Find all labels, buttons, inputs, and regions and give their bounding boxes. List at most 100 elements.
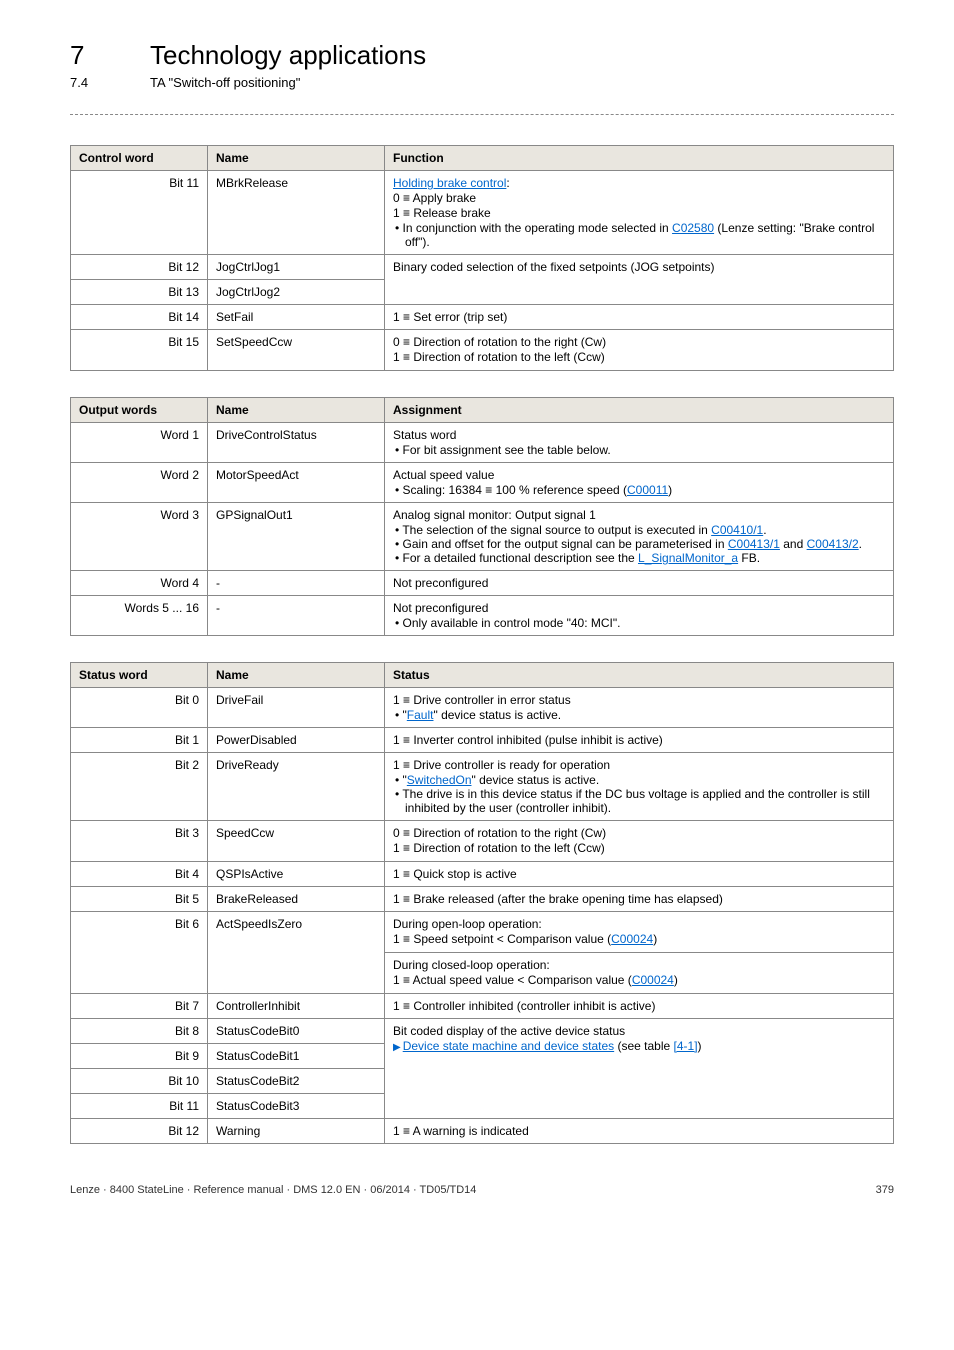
- status-word-table: Status word Name Status Bit 0 DriveFail …: [70, 662, 894, 1144]
- page-number: 379: [876, 1184, 894, 1196]
- c00024-link[interactable]: C00024: [632, 973, 674, 987]
- cell-name: ActSpeedIsZero: [208, 912, 385, 953]
- cell-id: Bit 2: [71, 753, 208, 821]
- page-root: 7 Technology applications 7.4 TA "Switch…: [0, 0, 954, 1226]
- cell-id: Bit 10: [71, 1069, 208, 1094]
- switchedon-link[interactable]: SwitchedOn: [407, 773, 472, 787]
- section-title: Technology applications: [150, 40, 426, 71]
- cell-function: Binary coded selection of the fixed setp…: [385, 255, 894, 305]
- cell-name: Warning: [208, 1119, 385, 1144]
- text: Actual speed value: [393, 468, 885, 482]
- cell-id: Bit 0: [71, 688, 208, 728]
- table-row: Bit 1 PowerDisabled 1 ≡ Inverter control…: [71, 728, 894, 753]
- text: FB.: [738, 551, 760, 565]
- col-header: Status: [385, 663, 894, 688]
- signalmonitor-link[interactable]: L_SignalMonitor_a: [638, 551, 738, 565]
- cell-name: StatusCodeBit0: [208, 1019, 385, 1044]
- text: .: [763, 523, 766, 537]
- table-header-row: Status word Name Status: [71, 663, 894, 688]
- cell-status: 1 ≡ Drive controller in error status • "…: [385, 688, 894, 728]
- cell-id: Bit 12: [71, 255, 208, 280]
- cell-name: DriveControlStatus: [208, 423, 385, 463]
- text: • The selection of the signal source to …: [395, 523, 711, 537]
- output-words-table: Output words Name Assignment Word 1 Driv…: [70, 397, 894, 636]
- cell-name: -: [208, 571, 385, 596]
- cell-name: StatusCodeBit2: [208, 1069, 385, 1094]
- c00413-1-link[interactable]: C00413/1: [728, 537, 780, 551]
- holding-brake-link[interactable]: Holding brake control: [393, 176, 506, 190]
- c00413-2-link[interactable]: C00413/2: [807, 537, 859, 551]
- cell-assignment: Not preconfigured: [385, 571, 894, 596]
- cell-name: SpeedCcw: [208, 821, 385, 862]
- cell-name: MBrkRelease: [208, 171, 385, 255]
- text: ): [698, 1039, 702, 1053]
- cell-status: 1 ≡ Inverter control inhibited (pulse in…: [385, 728, 894, 753]
- text: 1 ≡ Release brake: [393, 206, 885, 220]
- cell-status: 1 ≡ Brake released (after the brake open…: [385, 887, 894, 912]
- subsection-header: 7.4 TA "Switch-off positioning": [70, 75, 894, 90]
- text: • ": [395, 773, 407, 787]
- table-row: Bit 5 BrakeReleased 1 ≡ Brake released (…: [71, 887, 894, 912]
- bullet: • In conjunction with the operating mode…: [393, 221, 885, 249]
- c02580-link[interactable]: C02580: [672, 221, 714, 235]
- table-row: Bit 8 StatusCodeBit0 Bit coded display o…: [71, 1019, 894, 1044]
- section-header: 7 Technology applications: [70, 40, 894, 71]
- text: 0 ≡ Apply brake: [393, 191, 885, 205]
- c00024-link[interactable]: C00024: [611, 932, 653, 946]
- cell-assignment: Actual speed value • Scaling: 16384 ≡ 10…: [385, 463, 894, 503]
- text: 1 ≡ Speed setpoint < Comparison value (C…: [393, 932, 885, 946]
- cell-id: Word 1: [71, 423, 208, 463]
- cell-name: StatusCodeBit1: [208, 1044, 385, 1069]
- bullet: • Gain and offset for the output signal …: [393, 537, 885, 551]
- cell-id: Bit 15: [71, 330, 208, 371]
- c00011-link[interactable]: C00011: [627, 483, 668, 497]
- device-state-link[interactable]: Device state machine and device states: [403, 1039, 614, 1053]
- col-header: Name: [208, 663, 385, 688]
- cell-function: 0 ≡ Direction of rotation to the right (…: [385, 330, 894, 371]
- text: and: [780, 537, 807, 551]
- text: .: [859, 537, 862, 551]
- table-row: Bit 7 ControllerInhibit 1 ≡ Controller i…: [71, 994, 894, 1019]
- text: " device status is active.: [433, 708, 561, 722]
- cell-name: DriveFail: [208, 688, 385, 728]
- table-row: During closed-loop operation: 1 ≡ Actual…: [71, 953, 894, 994]
- table-row: Bit 6 ActSpeedIsZero During open-loop op…: [71, 912, 894, 953]
- bullet: • Scaling: 16384 ≡ 100 % reference speed…: [393, 483, 885, 497]
- triangle-icon: ▶: [393, 1042, 403, 1053]
- cell-name: -: [208, 596, 385, 636]
- table-row: Bit 3 SpeedCcw 0 ≡ Direction of rotation…: [71, 821, 894, 862]
- table-row: Bit 4 QSPIsActive 1 ≡ Quick stop is acti…: [71, 862, 894, 887]
- cell-id: Bit 6: [71, 912, 208, 953]
- table-header-row: Control word Name Function: [71, 146, 894, 171]
- cell-name: SetSpeedCcw: [208, 330, 385, 371]
- cell-id: Bit 13: [71, 280, 208, 305]
- cell-name: MotorSpeedAct: [208, 463, 385, 503]
- cell-name: QSPIsActive: [208, 862, 385, 887]
- cell-assignment: Not preconfigured • Only available in co…: [385, 596, 894, 636]
- cell-id: Bit 3: [71, 821, 208, 862]
- cell-id: Word 2: [71, 463, 208, 503]
- col-header: Assignment: [385, 398, 894, 423]
- text: • Scaling: 16384 ≡ 100 % reference speed…: [395, 483, 627, 497]
- subsection-number: 7.4: [70, 75, 110, 90]
- bullet: • "Fault" device status is active.: [393, 708, 885, 722]
- crossref: ▶Device state machine and device states …: [393, 1039, 885, 1053]
- cell-assignment: Status word • For bit assignment see the…: [385, 423, 894, 463]
- page-footer: Lenze · 8400 StateLine · Reference manua…: [70, 1184, 894, 1196]
- c00410-link[interactable]: C00410/1: [711, 523, 763, 537]
- text: 1 ≡ Actual speed value < Comparison valu…: [393, 973, 885, 987]
- fault-link[interactable]: Fault: [407, 708, 434, 722]
- cell-name: DriveReady: [208, 753, 385, 821]
- text: 0 ≡ Direction of rotation to the right (…: [393, 826, 885, 840]
- text: " device status is active.: [472, 773, 600, 787]
- footer-left: Lenze · 8400 StateLine · Reference manua…: [70, 1184, 476, 1196]
- table-4-1-link[interactable]: [4-1]: [674, 1039, 698, 1053]
- cell-name: GPSignalOut1: [208, 503, 385, 571]
- table-row: Word 4 - Not preconfigured: [71, 571, 894, 596]
- col-header: Output words: [71, 398, 208, 423]
- cell-name: PowerDisabled: [208, 728, 385, 753]
- subsection-title: TA "Switch-off positioning": [150, 75, 300, 90]
- table-row: Bit 15 SetSpeedCcw 0 ≡ Direction of rota…: [71, 330, 894, 371]
- text: During closed-loop operation:: [393, 958, 885, 972]
- cell-status: 1 ≡ Quick stop is active: [385, 862, 894, 887]
